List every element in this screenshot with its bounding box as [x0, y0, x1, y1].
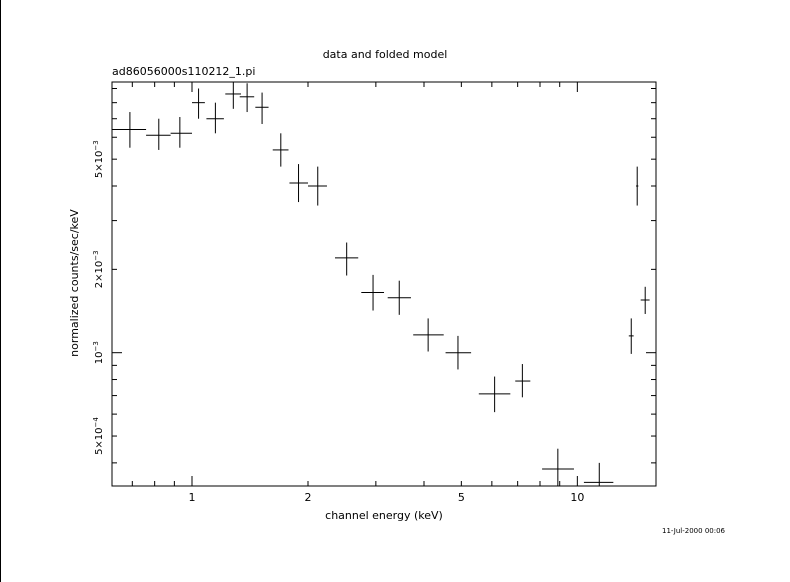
data-point — [361, 274, 385, 311]
data-point — [445, 335, 472, 370]
window-edge — [0, 0, 1, 582]
axis-ticks — [112, 82, 656, 486]
y-tick-label: 5×10−4 — [92, 417, 105, 455]
y-tick-label-base: 10 — [94, 351, 105, 364]
plot-frame — [111, 81, 657, 487]
y-tick-label-exponent: −3 — [92, 140, 100, 150]
data-point — [334, 242, 359, 276]
data-point — [255, 92, 269, 124]
y-axis-label: normalized counts/sec/keV — [68, 209, 81, 357]
y-tick-label-base: 5×10 — [94, 427, 105, 454]
y-tick-label-base: 2×10 — [94, 261, 105, 288]
timestamp: 11-Jul-2000 00:06 — [662, 527, 726, 535]
data-point — [272, 133, 289, 167]
x-tick-labels: 1 2 5 10 — [189, 491, 585, 504]
data-point — [387, 280, 411, 315]
y-tick-label-text: 10−3 — [92, 341, 105, 364]
data-point — [146, 118, 171, 150]
x-tick-label: 5 — [458, 491, 465, 504]
y-tick-label-text: 5×10−4 — [92, 417, 105, 455]
y-tick-label-exponent: −3 — [92, 250, 100, 260]
y-tick-label: 2×10−3 — [92, 250, 105, 288]
data-point — [239, 83, 255, 113]
data-point — [542, 448, 574, 486]
data-point — [515, 364, 531, 398]
data-point — [112, 112, 147, 148]
chart-title: data and folded model — [323, 48, 448, 61]
data-point — [478, 376, 511, 413]
data-point — [308, 166, 327, 206]
data-point — [170, 117, 193, 148]
data-point — [206, 102, 224, 134]
data-point — [636, 166, 639, 206]
data-point — [289, 164, 309, 203]
y-tick-label-text: 5×10−3 — [92, 140, 105, 178]
x-tick-label: 2 — [305, 491, 312, 504]
data-point — [225, 82, 241, 109]
y-tick-label-exponent: −4 — [92, 417, 100, 428]
data-point — [413, 318, 444, 352]
chart-subtitle: ad86056000s110212_1.pi — [112, 65, 255, 78]
y-tick-label-text: 2×10−3 — [92, 250, 105, 288]
y-tick-label-base: 5×10 — [94, 151, 105, 178]
x-tick-label: 1 — [189, 491, 196, 504]
data-point — [192, 88, 205, 119]
data-point — [628, 318, 634, 354]
x-tick-label: 10 — [570, 491, 584, 504]
y-tick-label: 10−3 — [92, 341, 105, 364]
x-axis-label: channel energy (keV) — [325, 509, 443, 522]
data-points — [112, 82, 650, 486]
data-point — [583, 462, 614, 486]
data-point — [640, 286, 650, 314]
y-tick-label-exponent: −3 — [92, 341, 100, 351]
y-tick-label: 5×10−3 — [92, 140, 105, 178]
y-tick-labels: 5×10−410−32×10−35×10−3 — [92, 140, 105, 455]
